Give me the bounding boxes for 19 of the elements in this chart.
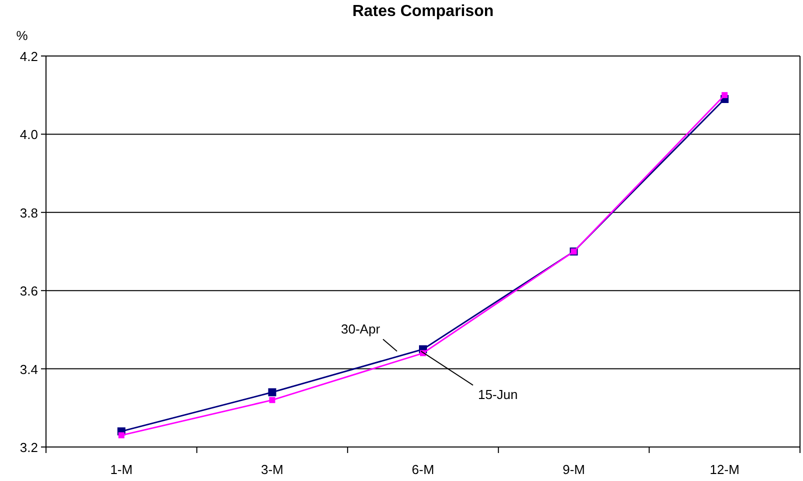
point xyxy=(118,432,124,438)
text: 15-Jun xyxy=(478,387,518,402)
x-tick-label: 12-M xyxy=(710,462,740,477)
y-tick-label: 3.4 xyxy=(20,362,38,377)
point xyxy=(722,92,728,98)
y-tick-label: 3.8 xyxy=(20,205,38,220)
series-label: 30-Apr xyxy=(341,321,381,336)
x-tick-label: 1-M xyxy=(110,462,133,477)
point xyxy=(269,397,276,404)
chart-title: Rates Comparison xyxy=(352,3,494,20)
point xyxy=(268,388,276,396)
y-tick-label: 3.2 xyxy=(20,440,38,455)
x-tick-label: 3-M xyxy=(261,462,284,477)
y-tick-label: 4.0 xyxy=(20,127,38,142)
y-axis-title: % xyxy=(16,28,28,43)
x-tick-label: 9-M xyxy=(562,462,585,477)
x-tick-label: 6-M xyxy=(412,462,434,477)
y-tick-label: 4.2 xyxy=(20,49,38,64)
y-tick-label: 3.6 xyxy=(20,284,38,299)
